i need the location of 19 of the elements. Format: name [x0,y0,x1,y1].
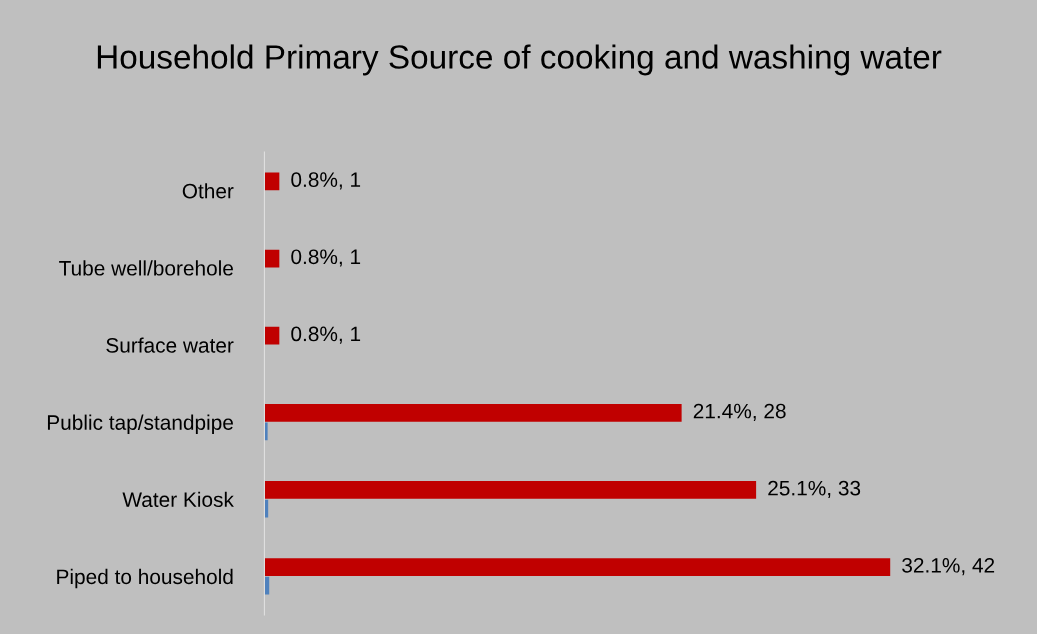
data-label: 21.4%, 28 [693,403,786,421]
y-tick-label: Other [182,183,234,199]
data-label: 0.8%, 1 [291,326,361,344]
data-label: 0.8%, 1 [291,249,361,267]
data-label: 0.8%, 1 [291,172,361,190]
bar [264,249,280,268]
data-label: 25.1%, 33 [768,480,861,499]
y-tick-label: Surface water [106,337,234,353]
bar [264,558,891,576]
bar [264,403,682,422]
y-tick-label: Piped to household [57,568,233,589]
y-tick-label: Public tap/standpipe [47,414,233,435]
chart-title: Household Primary Source of cooking and washing water [97,44,942,76]
bar [264,326,280,345]
bar [264,172,280,191]
data-label: 32.1%, 42 [902,557,995,576]
y-tick-label: Water Kiosk [122,491,234,508]
y-tick-label: Tube well/borehole [59,260,233,276]
bar [264,481,757,499]
